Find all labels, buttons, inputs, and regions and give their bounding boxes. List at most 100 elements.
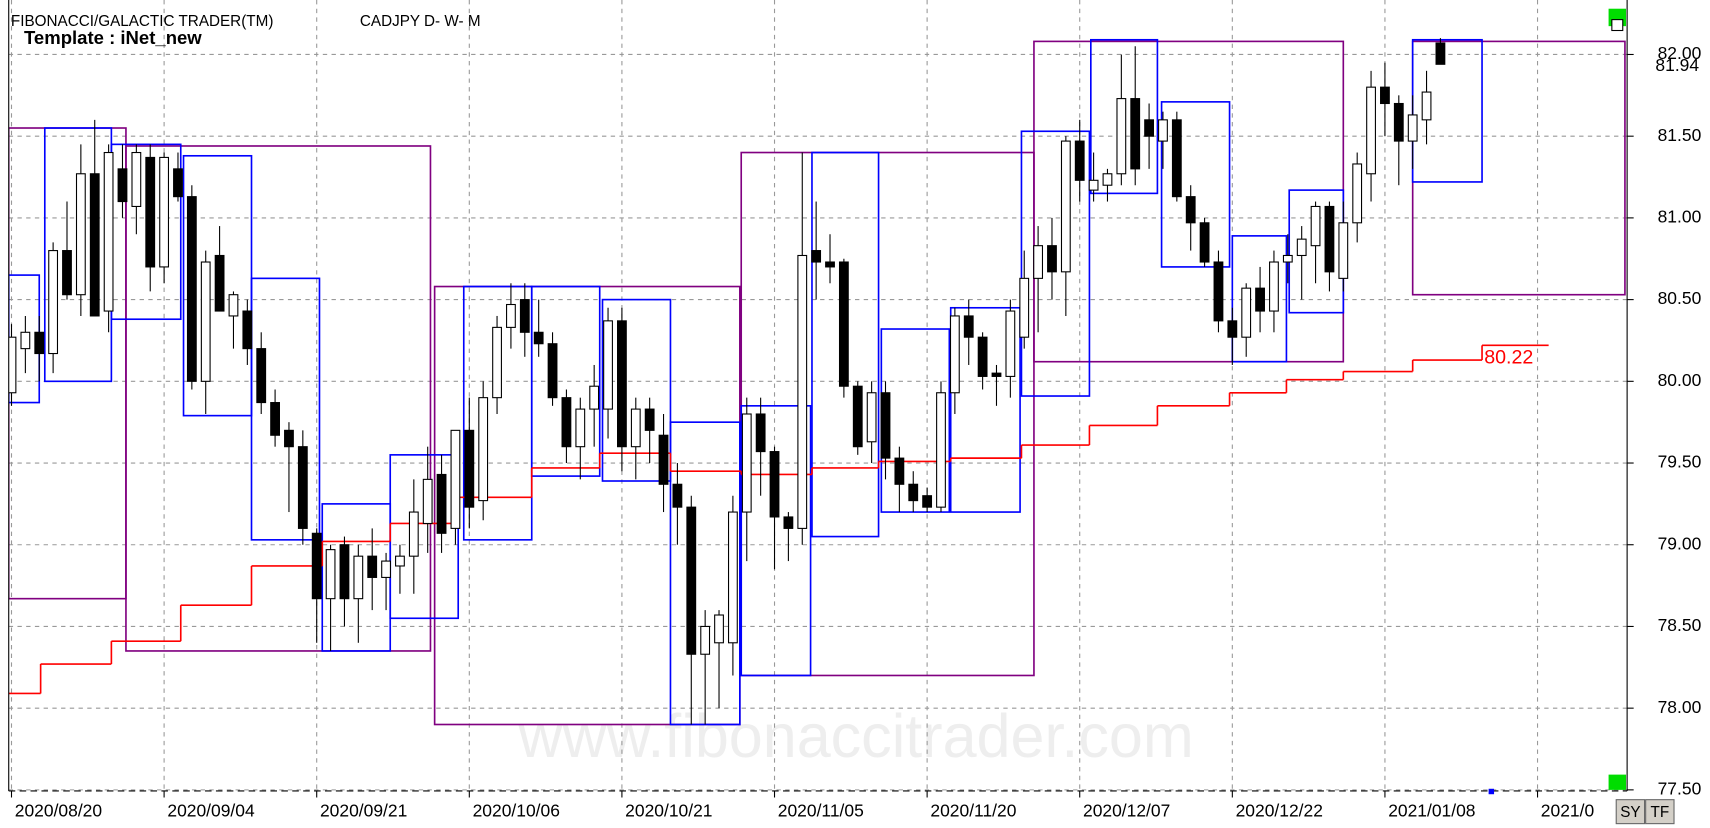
corner-box: [1611, 19, 1624, 32]
candle-body: [727, 511, 738, 644]
candle-body: [1282, 254, 1293, 263]
candle-body: [700, 625, 711, 655]
candle-body: [478, 397, 489, 502]
sy-button[interactable]: SY: [1615, 799, 1646, 825]
x-tick-label: 2020/09/04: [167, 800, 255, 820]
range-box: [949, 306, 1021, 513]
range-box: [1020, 130, 1091, 397]
candle-body: [866, 392, 877, 443]
y-tick-label: 81.50: [1658, 125, 1702, 145]
range-box: [1090, 38, 1159, 195]
candle-body: [353, 555, 364, 600]
candle-body: [894, 457, 905, 485]
range-box: [250, 277, 321, 541]
candle-body: [1324, 205, 1335, 273]
y-tick-label: 77.50: [1658, 778, 1702, 798]
symbol: CADJPY D- W- M: [360, 13, 481, 30]
x-tick-label: 2020/10/06: [473, 800, 560, 820]
candle-body: [214, 254, 225, 312]
watermark: www.fibonaccitrader.com: [517, 702, 1193, 770]
candle-body: [284, 429, 294, 448]
candle-body: [1199, 222, 1210, 263]
tf-button[interactable]: TF: [1645, 799, 1675, 825]
template: Template : iNet_new: [24, 27, 202, 48]
candle-body: [1380, 86, 1390, 105]
candle-body: [1033, 245, 1044, 279]
button-face[interactable]: [1645, 799, 1675, 825]
corner-marker: [1608, 774, 1627, 790]
range-box: [811, 151, 880, 538]
button-label[interactable]: TF: [1651, 804, 1670, 821]
candle-body: [492, 326, 502, 399]
candle-body: [242, 310, 253, 350]
candle-body: [880, 392, 891, 459]
candle-body: [1421, 91, 1432, 121]
candle-body: [1102, 173, 1113, 186]
y-tick-label: 78.00: [1658, 697, 1702, 717]
candle-body: [603, 320, 613, 410]
candle-body: [311, 532, 322, 600]
x-tick-label: 2020/10/21: [625, 800, 712, 820]
candle-body: [450, 429, 461, 529]
candle-body: [1227, 320, 1238, 338]
candle-body: [714, 614, 724, 644]
range-box: [1231, 235, 1288, 363]
candle-body: [34, 331, 45, 355]
candle-body: [686, 506, 697, 655]
candle-body: [936, 392, 946, 508]
candle-body: [464, 429, 475, 508]
x-tick-label: 2021/0: [1541, 800, 1595, 820]
candle-body: [825, 261, 835, 268]
candle-body: [1074, 140, 1085, 181]
candle-body: [1310, 205, 1321, 247]
candle-body: [1269, 261, 1279, 312]
candle-body: [1130, 98, 1141, 170]
candle-body: [506, 303, 516, 328]
range-box: [740, 405, 812, 677]
cursor-marker: [1488, 788, 1495, 795]
candle-body: [117, 168, 128, 203]
candle-body: [1338, 222, 1349, 279]
candle-body: [422, 478, 433, 525]
candle-body: [436, 473, 447, 534]
candle-body: [963, 315, 974, 338]
x-tick-label: 2020/08/20: [15, 800, 103, 820]
x-tick-label: 2020/11/05: [778, 800, 864, 820]
plot-area: [8, 38, 1626, 726]
candle-body: [838, 261, 849, 387]
candle-body: [977, 336, 988, 377]
candle-body: [991, 372, 1002, 377]
y-tick-label: 79.50: [1658, 452, 1702, 472]
button-face[interactable]: [1615, 799, 1646, 825]
candle-body: [339, 544, 350, 600]
candle-body: [89, 173, 100, 317]
candle-body: [408, 511, 419, 557]
candle-body: [297, 446, 308, 529]
candle-body: [1296, 238, 1307, 257]
last-price-label: 81.94: [1655, 55, 1699, 75]
x-tick-label: 2020/11/20: [930, 800, 1016, 820]
y-tick-label: 80.50: [1658, 288, 1702, 308]
candle-body: [755, 413, 766, 453]
candle-body: [617, 320, 627, 448]
x-tick-label: 2020/09/21: [320, 800, 407, 820]
candle-body: [769, 451, 780, 518]
x-tick-label: 2020/12/07: [1083, 800, 1170, 820]
candle-body: [1019, 277, 1030, 338]
candle-body: [173, 168, 183, 198]
candle-body: [1435, 42, 1446, 65]
candle-body: [1116, 98, 1127, 175]
candle-body: [186, 196, 197, 382]
candle-body: [381, 560, 391, 578]
candle-body: [200, 261, 211, 382]
candle-body: [1213, 261, 1224, 322]
candle-body: [797, 254, 808, 529]
candle-body: [1144, 119, 1154, 137]
candle-body: [1047, 245, 1057, 273]
candle-body: [1366, 86, 1376, 175]
candle-body: [1158, 119, 1168, 142]
candle-body: [270, 402, 280, 436]
step-value-label: 80.22: [1484, 347, 1533, 369]
button-label[interactable]: SY: [1620, 804, 1640, 821]
candle-body: [589, 385, 600, 410]
